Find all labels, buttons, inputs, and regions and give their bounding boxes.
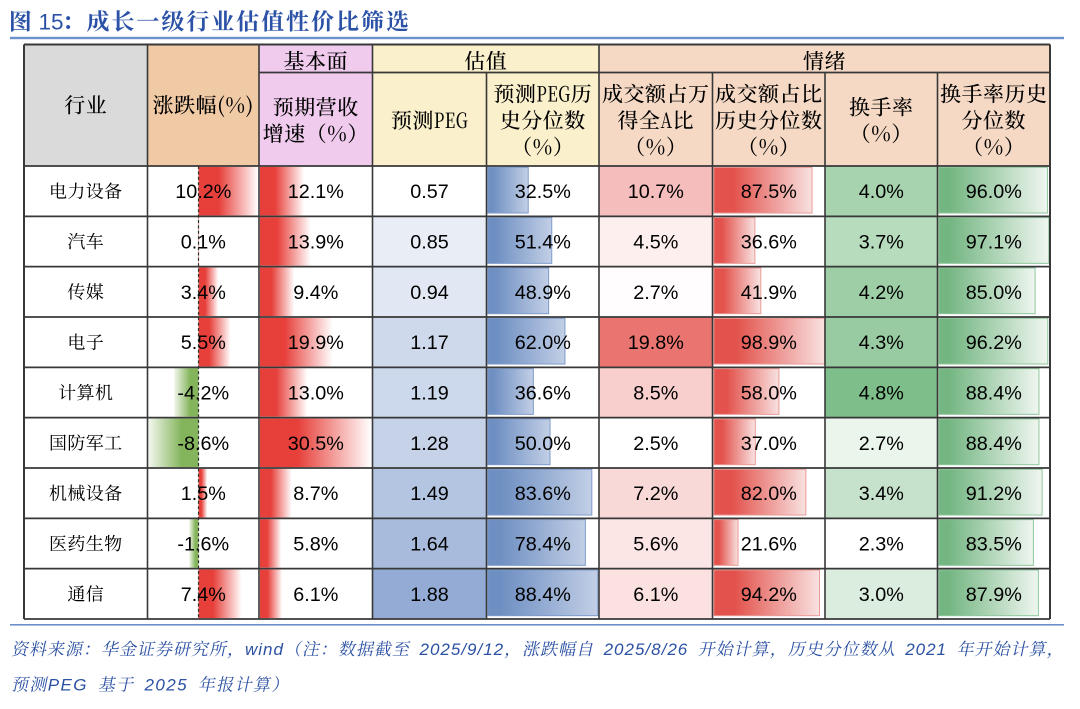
svg-text:2025: 2025 (144, 676, 188, 695)
svg-text:78.4%: 78.4% (515, 534, 571, 556)
svg-text:21.6%: 21.6% (741, 534, 797, 556)
svg-text:1.49: 1.49 (410, 483, 449, 505)
svg-text:87.9%: 87.9% (966, 584, 1022, 606)
svg-text:1.88: 1.88 (410, 584, 449, 606)
svg-text:50.0%: 50.0% (515, 433, 571, 455)
svg-text:10.7%: 10.7% (628, 181, 684, 203)
svg-text:88.4%: 88.4% (515, 584, 571, 606)
svg-text:36.6%: 36.6% (741, 232, 797, 254)
svg-text:15: 15 (39, 10, 64, 35)
svg-text:5.8%: 5.8% (293, 534, 338, 556)
svg-text:5.6%: 5.6% (633, 534, 678, 556)
svg-text:83.5%: 83.5% (966, 534, 1022, 556)
svg-text:-4.2%: -4.2% (177, 383, 229, 405)
svg-text:1.28: 1.28 (410, 433, 449, 455)
svg-text:7.4%: 7.4% (181, 584, 226, 606)
svg-text:9.4%: 9.4% (293, 282, 338, 304)
svg-text:82.0%: 82.0% (741, 483, 797, 505)
svg-text:97.1%: 97.1% (966, 232, 1022, 254)
svg-text:41.9%: 41.9% (741, 282, 797, 304)
svg-text:96.2%: 96.2% (966, 332, 1022, 354)
svg-text:7.2%: 7.2% (633, 483, 678, 505)
svg-text:3.4%: 3.4% (181, 282, 226, 304)
svg-text:1.64: 1.64 (410, 534, 449, 556)
svg-text:13.0%: 13.0% (288, 383, 344, 405)
svg-text:96.0%: 96.0% (966, 181, 1022, 203)
svg-text:3.7%: 3.7% (859, 232, 904, 254)
svg-text:4.0%: 4.0% (859, 181, 904, 203)
svg-text:98.9%: 98.9% (741, 332, 797, 354)
svg-text:0.57: 0.57 (410, 181, 449, 203)
svg-text:12.1%: 12.1% (288, 181, 344, 203)
svg-text:19.9%: 19.9% (288, 332, 344, 354)
svg-text:83.6%: 83.6% (515, 483, 571, 505)
svg-text:0.94: 0.94 (410, 282, 449, 304)
svg-text:10.2%: 10.2% (175, 181, 231, 203)
svg-text:51.4%: 51.4% (515, 232, 571, 254)
svg-text:3.4%: 3.4% (859, 483, 904, 505)
svg-text:8.5%: 8.5% (633, 383, 678, 405)
svg-text:2021: 2021 (904, 640, 947, 659)
svg-text:0.1%: 0.1% (181, 232, 226, 254)
svg-text:32.5%: 32.5% (515, 181, 571, 203)
svg-text:6.1%: 6.1% (633, 584, 678, 606)
svg-text:94.2%: 94.2% (741, 584, 797, 606)
svg-text:88.4%: 88.4% (966, 383, 1022, 405)
svg-text:5.5%: 5.5% (181, 332, 226, 354)
svg-text:-1.6%: -1.6% (177, 534, 229, 556)
svg-text:-8.6%: -8.6% (177, 433, 229, 455)
svg-text:91.2%: 91.2% (966, 483, 1022, 505)
svg-text:2025/8/26: 2025/8/26 (603, 640, 689, 659)
svg-text:58.0%: 58.0% (741, 383, 797, 405)
svg-text:2.5%: 2.5% (633, 433, 678, 455)
svg-text:0.85: 0.85 (410, 232, 449, 254)
svg-text:2.7%: 2.7% (633, 282, 678, 304)
svg-text:2.7%: 2.7% (859, 433, 904, 455)
svg-text:1.19: 1.19 (410, 383, 449, 405)
svg-text:19.8%: 19.8% (628, 332, 684, 354)
svg-text:wind: wind (245, 640, 284, 659)
svg-text:13.9%: 13.9% (288, 232, 344, 254)
svg-text:1.17: 1.17 (410, 332, 449, 354)
svg-text:2025/9/12: 2025/9/12 (419, 640, 505, 659)
svg-text:4.3%: 4.3% (859, 332, 904, 354)
svg-text:88.4%: 88.4% (966, 433, 1022, 455)
svg-text:87.5%: 87.5% (741, 181, 797, 203)
svg-text:30.5%: 30.5% (288, 433, 344, 455)
svg-text:PEG: PEG (48, 676, 88, 695)
svg-text:6.1%: 6.1% (293, 584, 338, 606)
svg-text:48.9%: 48.9% (515, 282, 571, 304)
svg-text:4.5%: 4.5% (633, 232, 678, 254)
svg-text:8.7%: 8.7% (293, 483, 338, 505)
svg-text:4.2%: 4.2% (859, 282, 904, 304)
svg-text:3.0%: 3.0% (859, 584, 904, 606)
svg-text:1.5%: 1.5% (181, 483, 226, 505)
svg-text:62.0%: 62.0% (515, 332, 571, 354)
svg-text:4.8%: 4.8% (859, 383, 904, 405)
svg-text:37.0%: 37.0% (741, 433, 797, 455)
svg-text:36.6%: 36.6% (515, 383, 571, 405)
svg-text:85.0%: 85.0% (966, 282, 1022, 304)
svg-text:2.3%: 2.3% (859, 534, 904, 556)
